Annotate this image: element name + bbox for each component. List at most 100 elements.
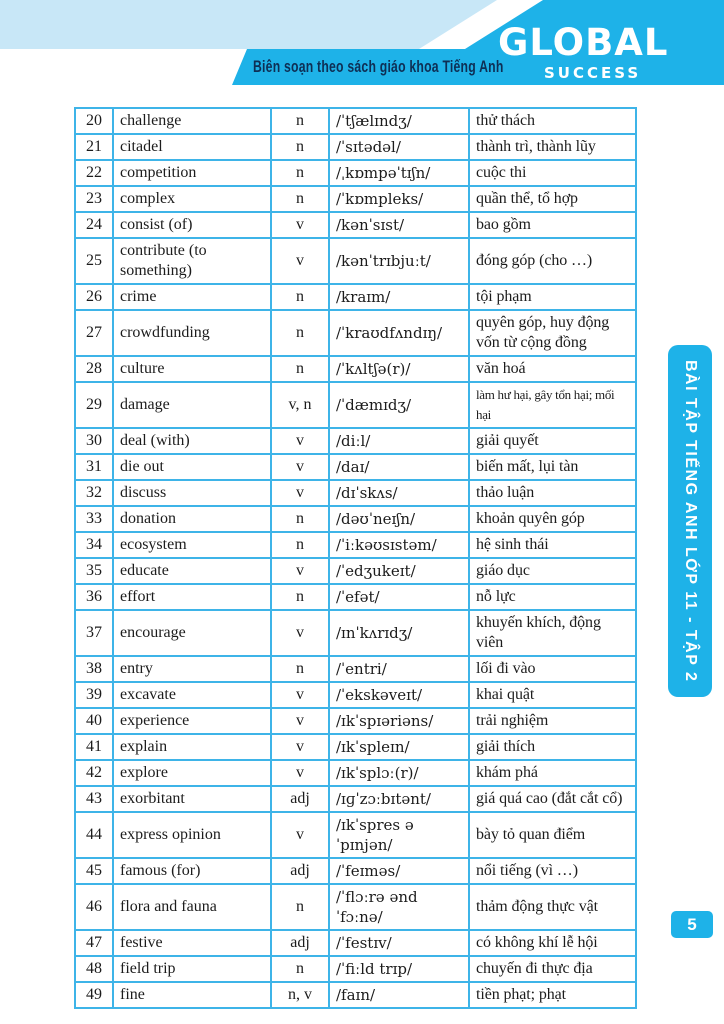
pronunciation-cell: /ˈfeɪməs/ — [328, 857, 470, 885]
row-number-cell: 34 — [74, 531, 114, 559]
meaning-cell: nỗ lực — [468, 583, 637, 611]
pronunciation-cell: /kənˈtrɪbjuːt/ — [328, 237, 470, 285]
part-of-speech-cell: n, v — [270, 981, 330, 1009]
part-of-speech-cell: n — [270, 107, 330, 135]
table-row: 22 competition n/ˌkɒmpəˈtɪʃn/cuộc thi — [74, 159, 637, 187]
row-number-cell: 41 — [74, 733, 114, 761]
meaning-cell: lối đi vào — [468, 655, 637, 683]
pronunciation-cell: /ɪkˈspleɪn/ — [328, 733, 470, 761]
meaning-cell: nổi tiếng (vì …) — [468, 857, 637, 885]
meaning-cell: khuyến khích, động viên — [468, 609, 637, 657]
table-row: 33 donation n/dəʊˈneɪʃn/khoản quyên góp — [74, 505, 637, 533]
part-of-speech-cell: n — [270, 883, 330, 931]
row-number-cell: 38 — [74, 655, 114, 683]
part-of-speech-cell: n — [270, 531, 330, 559]
pronunciation-cell: /ˈkraʊdfʌndɪŋ/ — [328, 309, 470, 357]
row-number-cell: 35 — [74, 557, 114, 585]
word-cell: experience — [112, 707, 272, 735]
row-number-cell: 45 — [74, 857, 114, 885]
meaning-cell: văn hoá — [468, 355, 637, 383]
meaning-cell: khoản quyên góp — [468, 505, 637, 533]
meaning-cell: tiền phạt; phạt — [468, 981, 637, 1009]
part-of-speech-cell: n — [270, 583, 330, 611]
pronunciation-cell: /faɪn/ — [328, 981, 470, 1009]
word-cell: effort — [112, 583, 272, 611]
pronunciation-cell: /ˈkʌltʃə(r)/ — [328, 355, 470, 383]
table-row: 20 challenge n/ˈtʃælɪndʒ/thử thách — [74, 107, 637, 135]
meaning-cell: thảo luận — [468, 479, 637, 507]
pronunciation-cell: /ˈefət/ — [328, 583, 470, 611]
pronunciation-cell: /ˈekskəveɪt/ — [328, 681, 470, 709]
row-number-cell: 36 — [74, 583, 114, 611]
word-cell: famous (for) — [112, 857, 272, 885]
table-row: 38 entry n/ˈentri/lối đi vào — [74, 655, 637, 683]
row-number-cell: 42 — [74, 759, 114, 787]
part-of-speech-cell: v — [270, 707, 330, 735]
table-row: 35 educate v/ˈedʒukeɪt/giáo dục — [74, 557, 637, 585]
word-cell: ecosystem — [112, 531, 272, 559]
row-number-cell: 28 — [74, 355, 114, 383]
row-number-cell: 40 — [74, 707, 114, 735]
part-of-speech-cell: n — [270, 655, 330, 683]
table-row: 43 exorbitant adj/ɪɡˈzɔːbɪtənt/giá quá cao… — [74, 785, 637, 813]
pronunciation-cell: /kraɪm/ — [328, 283, 470, 311]
table-row: 23 complex n/ˈkɒmpleks/quần thể, tổ hợp — [74, 185, 637, 213]
pronunciation-cell: /daɪ/ — [328, 453, 470, 481]
pronunciation-cell: /ˌkɒmpəˈtɪʃn/ — [328, 159, 470, 187]
table-row: 45 famous (for) adj/ˈfeɪməs/nổi tiếng (vì … — [74, 857, 637, 885]
part-of-speech-cell: v — [270, 759, 330, 787]
meaning-cell: giáo dục — [468, 557, 637, 585]
meaning-cell: bày tỏ quan điểm — [468, 811, 637, 859]
meaning-cell: có không khí lễ hội — [468, 929, 637, 957]
word-cell: competition — [112, 159, 272, 187]
meaning-cell: khai quật — [468, 681, 637, 709]
meaning-cell: thảm động thực vật — [468, 883, 637, 931]
row-number-cell: 46 — [74, 883, 114, 931]
word-cell: explore — [112, 759, 272, 787]
meaning-cell: quyên góp, huy động vốn từ cộng đồng — [468, 309, 637, 357]
part-of-speech-cell: v — [270, 681, 330, 709]
row-number-cell: 22 — [74, 159, 114, 187]
part-of-speech-cell: v — [270, 237, 330, 285]
word-cell: encourage — [112, 609, 272, 657]
part-of-speech-cell: v — [270, 811, 330, 859]
word-cell: consist (of) — [112, 211, 272, 239]
part-of-speech-cell: n — [270, 283, 330, 311]
meaning-cell: khám phá — [468, 759, 637, 787]
part-of-speech-cell: v — [270, 211, 330, 239]
part-of-speech-cell: n — [270, 133, 330, 161]
table-row: 31 die out v/daɪ/biến mất, lụi tàn — [74, 453, 637, 481]
vocabulary-table: 20 challenge n/ˈtʃælɪndʒ/thử thách 21 citade… — [74, 107, 637, 1009]
table-row: 27 crowdfunding n/ˈkraʊdfʌndɪŋ/quyên góp, … — [74, 309, 637, 357]
part-of-speech-cell: v — [270, 479, 330, 507]
row-number-cell: 37 — [74, 609, 114, 657]
pronunciation-cell: /ˈentri/ — [328, 655, 470, 683]
row-number-cell: 31 — [74, 453, 114, 481]
table-row: 44 express opinion v/ɪkˈspres əˈpɪnjən/bày… — [74, 811, 637, 859]
word-cell: flora and fauna — [112, 883, 272, 931]
table-row: 42 explore v/ɪkˈsplɔː(r)/khám phá — [74, 759, 637, 787]
meaning-cell: giá quá cao (đắt cắt cổ) — [468, 785, 637, 813]
meaning-cell: tội phạm — [468, 283, 637, 311]
part-of-speech-cell: n — [270, 309, 330, 357]
word-cell: damage — [112, 381, 272, 429]
page-number-badge: 5 — [671, 911, 713, 938]
meaning-cell: hệ sinh thái — [468, 531, 637, 559]
word-cell: deal (with) — [112, 427, 272, 455]
meaning-cell: chuyến đi thực địa — [468, 955, 637, 983]
pronunciation-cell: /ˈflɔːrə ənd ˈfɔːnə/ — [328, 883, 470, 931]
part-of-speech-cell: adj — [270, 785, 330, 813]
part-of-speech-cell: n — [270, 159, 330, 187]
word-cell: educate — [112, 557, 272, 585]
table-row: 28 culture n/ˈkʌltʃə(r)/văn hoá — [74, 355, 637, 383]
row-number-cell: 32 — [74, 479, 114, 507]
word-cell: contribute (to something) — [112, 237, 272, 285]
part-of-speech-cell: v — [270, 609, 330, 657]
row-number-cell: 43 — [74, 785, 114, 813]
meaning-cell: làm hư hại, gây tổn hại; mối hại — [468, 381, 637, 429]
pronunciation-cell: /kənˈsɪst/ — [328, 211, 470, 239]
meaning-cell: giải thích — [468, 733, 637, 761]
row-number-cell: 47 — [74, 929, 114, 957]
pronunciation-cell: /ˈtʃælɪndʒ/ — [328, 107, 470, 135]
pronunciation-cell: /ɪkˈsplɔː(r)/ — [328, 759, 470, 787]
